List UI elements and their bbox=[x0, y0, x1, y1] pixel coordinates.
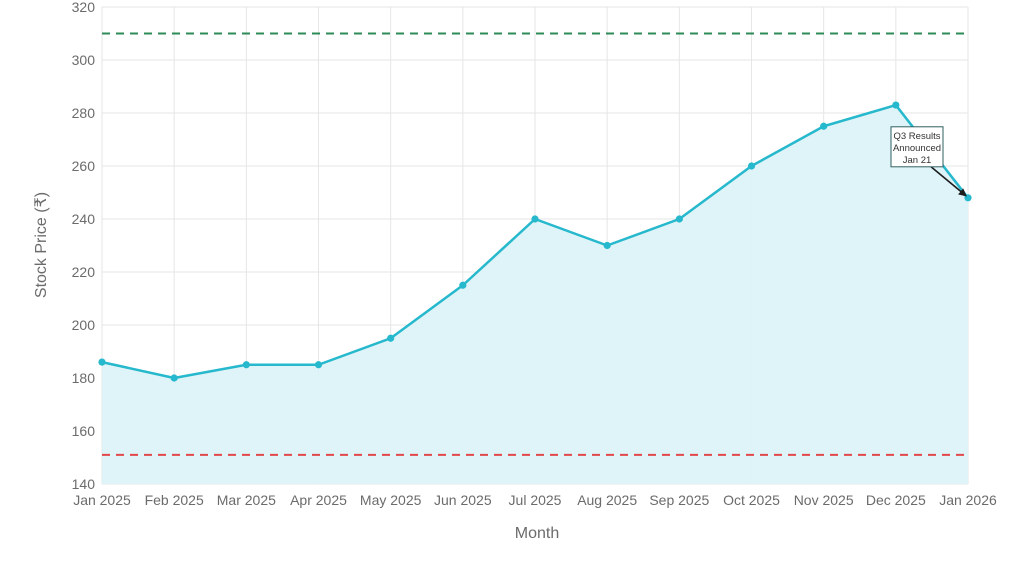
area-fill-layer bbox=[102, 105, 968, 485]
area-fill bbox=[102, 105, 968, 485]
x-tick-label: Sep 2025 bbox=[649, 492, 709, 508]
data-point bbox=[892, 101, 900, 109]
x-tick-label: Jun 2025 bbox=[434, 492, 492, 508]
x-tick-label: Apr 2025 bbox=[290, 492, 347, 508]
x-tick-label: May 2025 bbox=[360, 492, 422, 508]
data-point bbox=[747, 162, 756, 170]
x-tick-label: Nov 2025 bbox=[794, 492, 854, 508]
x-axis-ticks: Jan 2025 Feb 2025 Mar 2025 Apr 2025 May 2025… bbox=[73, 492, 997, 508]
x-tick-label: Mar 2025 bbox=[217, 492, 276, 508]
y-tick-label: 160 bbox=[72, 423, 96, 439]
y-axis-ticks: 140 160 180 200 220 240 260 280 300 320 bbox=[72, 0, 96, 492]
y-tick-label: 260 bbox=[72, 158, 96, 174]
data-point bbox=[603, 241, 611, 250]
data-point bbox=[387, 334, 395, 342]
annotation-arrow bbox=[930, 166, 967, 197]
y-axis-title: Stock Price (₹) bbox=[33, 192, 50, 298]
y-tick-label: 180 bbox=[72, 370, 96, 386]
y-tick-label: 200 bbox=[72, 317, 96, 333]
x-tick-label: Dec 2025 bbox=[866, 492, 926, 508]
x-axis-title: Month bbox=[515, 525, 559, 542]
x-tick-label: Jan 2026 bbox=[939, 492, 997, 508]
data-point bbox=[459, 281, 467, 289]
annotation-text-line: Jan 21 bbox=[903, 155, 932, 166]
y-tick-label: 220 bbox=[72, 264, 96, 280]
data-point bbox=[820, 122, 828, 130]
y-tick-label: 320 bbox=[72, 0, 96, 15]
y-tick-label: 240 bbox=[72, 211, 96, 227]
annotation-text-line: Q3 Results bbox=[894, 131, 941, 142]
reference-lines bbox=[102, 32, 968, 456]
x-tick-label: Feb 2025 bbox=[145, 492, 204, 508]
y-tick-label: 300 bbox=[72, 52, 96, 68]
data-points bbox=[98, 101, 972, 382]
data-point bbox=[531, 215, 539, 223]
data-point bbox=[98, 358, 106, 366]
annotation-box bbox=[890, 126, 944, 168]
y-tick-label: 280 bbox=[72, 105, 96, 121]
x-tick-label: Oct 2025 bbox=[723, 492, 780, 508]
x-tick-label: Jan 2025 bbox=[73, 492, 131, 508]
data-point bbox=[675, 215, 683, 223]
data-point bbox=[170, 374, 178, 382]
data-point bbox=[314, 361, 323, 369]
y-tick-label: 140 bbox=[72, 476, 96, 492]
data-point bbox=[242, 361, 250, 369]
x-tick-label: Aug 2025 bbox=[577, 492, 637, 508]
annotation-text-line: Announced bbox=[893, 143, 941, 154]
x-tick-label: Jul 2025 bbox=[509, 492, 562, 508]
